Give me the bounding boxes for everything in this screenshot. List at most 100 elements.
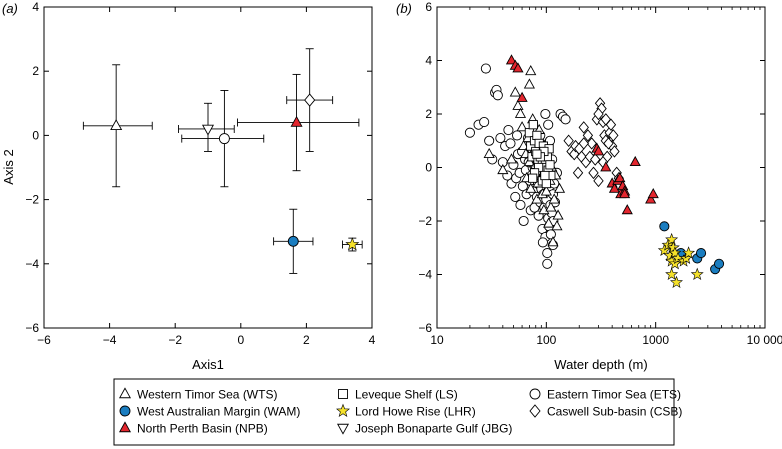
point-b-npb	[592, 145, 605, 156]
point-b-ets	[515, 199, 526, 210]
panel-a-x-tick-label: 4	[369, 333, 376, 347]
panel-a-y-tick-label: −4	[25, 257, 39, 271]
point-b-csb	[590, 153, 601, 166]
point-b-npb	[614, 171, 626, 183]
point-b-wts	[483, 147, 495, 159]
legend-marker-npb	[118, 421, 132, 433]
legend-marker-csb	[529, 404, 541, 418]
legend: Western Timor Sea (WTS) West Australian M…	[113, 378, 682, 446]
point-b-csb	[603, 137, 614, 150]
point-b-ls	[541, 178, 551, 189]
panel-b-ticks: 10 100 1000 10 000 −6 −4 −2 0 2 4 6	[418, 0, 782, 347]
point-b-csb	[609, 145, 620, 158]
panel-b-y-tick-label: −4	[418, 268, 432, 282]
panel-b-marks	[464, 54, 725, 289]
legend-label-jbg: Joseph Bonaparte Gulf (JBG)	[355, 422, 512, 436]
point-b-wts	[497, 163, 509, 175]
point-b-wts	[525, 64, 537, 76]
point-b-ets	[542, 248, 553, 259]
point-b-ets	[484, 135, 495, 146]
point-b-lhr	[668, 246, 682, 259]
panel-b-y-tick-label: 2	[425, 107, 432, 121]
point-b-ets	[479, 116, 490, 128]
panel-a-x-tick-label: 0	[237, 333, 244, 347]
legend-marker-jbg	[336, 423, 350, 435]
panel-a-x-tick-label: −6	[37, 333, 51, 347]
panel-a-y-tick-label: 0	[32, 128, 39, 142]
point-b-csb	[608, 129, 619, 142]
legend-label-wts: Western Timor Sea (WTS)	[137, 388, 277, 402]
point-b-lhr	[690, 267, 704, 281]
panel-a-label: (a)	[2, 1, 18, 16]
point-b-lhr	[666, 240, 680, 254]
point-a-lhr	[345, 237, 360, 251]
point-b-ls	[528, 120, 538, 130]
point-b-csb	[563, 134, 574, 147]
point-b-ets	[464, 127, 475, 138]
panel-b-x-tick-label: 1000	[642, 333, 669, 347]
panel-b-y-tick-label: 0	[425, 161, 432, 175]
panel-a-x-tick-label: −4	[103, 333, 117, 347]
point-b-wts	[531, 193, 543, 204]
panel-a-y-tick-label: −2	[25, 193, 39, 207]
point-b-ets	[492, 90, 503, 101]
panel-a: −6 −4 −2 0 2 4 −6 −4 −2 0 2 4 Axis1 Axis 2	[1, 0, 376, 372]
point-b-ls	[532, 149, 542, 159]
panel-b-frame	[436, 6, 766, 329]
point-b-ets	[495, 133, 506, 144]
legend-label-ets: Eastern Timor Sea (ETS)	[547, 388, 681, 402]
point-b-csb	[578, 137, 589, 150]
point-b-ets	[505, 138, 516, 149]
panel-a-y-axis-label: Axis 2	[1, 149, 16, 184]
point-b-csb	[588, 166, 599, 180]
point-b-csb	[593, 107, 604, 121]
panel-b-y-tick-label: −6	[418, 321, 432, 335]
point-b-wam	[659, 221, 670, 232]
panel-a-y-tick-label: −6	[25, 321, 39, 335]
point-b-csb	[593, 174, 604, 188]
point-b-lhr	[682, 246, 696, 259]
legend-marker-ets	[529, 388, 541, 400]
legend-label-csb: Caswell Sub-basin (CSB)	[547, 405, 682, 419]
panel-a-y-tick-label: 2	[32, 64, 39, 78]
point-b-npb	[621, 204, 633, 215]
point-b-wts	[514, 107, 527, 118]
legend-label-ls: Leveque Shelf (LS)	[355, 388, 458, 402]
panel-a-y-tick-label: 4	[32, 0, 39, 14]
point-b-wts	[538, 204, 550, 215]
panel-b-x-tick-label: 100	[536, 333, 556, 347]
point-b-wts	[518, 139, 530, 151]
legend-box	[113, 378, 675, 446]
legend-marker-lhr	[336, 403, 350, 417]
point-b-wts	[505, 153, 518, 164]
point-a-wts	[110, 119, 123, 130]
point-b-wts	[551, 220, 563, 231]
point-b-csb	[572, 166, 584, 180]
panel-a-x-axis-label: Axis1	[192, 357, 224, 372]
legend-label-wam: West Australian Margin (WAM)	[137, 405, 300, 419]
point-b-ls	[528, 173, 538, 183]
panel-a-x-tick-label: −2	[168, 333, 182, 347]
point-b-ets	[503, 125, 514, 136]
point-b-csb	[600, 113, 612, 126]
panel-a-ticks: −6 −4 −2 0 2 4 −6 −4 −2 0 2 4	[25, 0, 375, 347]
point-b-wts	[540, 185, 552, 196]
panel-b-y-tick-label: 4	[425, 54, 432, 68]
point-b-wts	[512, 99, 524, 110]
legend-label-npb: North Perth Basin (NPB)	[137, 422, 268, 436]
panel-a-marks	[82, 48, 363, 274]
point-b-npb	[516, 91, 528, 102]
point-b-csb	[584, 150, 596, 164]
point-b-ets	[510, 191, 521, 202]
point-b-wts	[547, 236, 559, 247]
point-a-ets	[218, 133, 230, 145]
point-b-lhr	[665, 232, 679, 246]
panel-b-label: (b)	[396, 1, 412, 16]
point-b-ets	[537, 237, 548, 248]
point-b-npb	[505, 54, 518, 65]
panel-a-x-tick-label: 2	[303, 333, 310, 347]
point-b-lhr	[669, 275, 683, 289]
point-b-wts	[523, 78, 535, 89]
point-b-ls	[540, 170, 550, 181]
